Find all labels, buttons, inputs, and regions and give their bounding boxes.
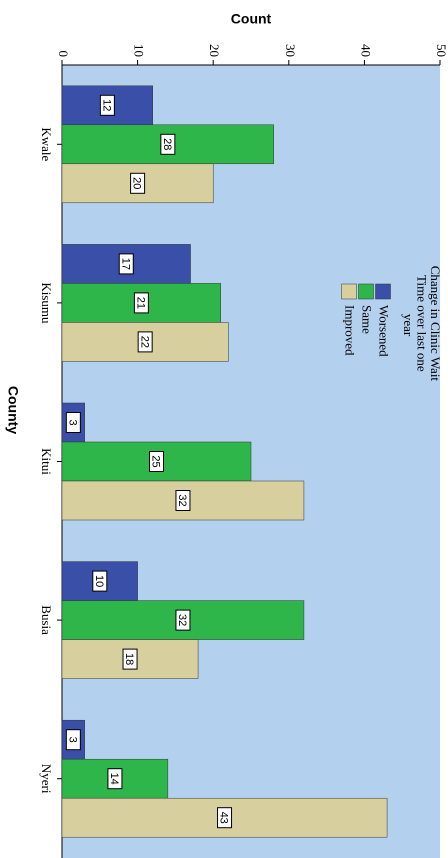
value-label: 17	[119, 258, 131, 270]
value-label: 3	[66, 419, 78, 425]
value-label-box	[118, 253, 134, 275]
y-tick-label: 50	[434, 44, 448, 57]
value-label: 14	[108, 773, 120, 785]
rotated-chart: 0 10 20 30 40 50 Count County Kwale 12 28 20 Kisumu 1…	[5, 11, 448, 858]
legend-label: Improved	[343, 305, 358, 356]
legend-swatch	[358, 283, 374, 300]
value-label-box	[65, 729, 81, 751]
value-label: 18	[123, 653, 135, 665]
value-label: 25	[150, 455, 162, 467]
value-label-box	[92, 570, 108, 592]
value-label-box	[130, 172, 146, 194]
x-tick-label: Busia	[39, 605, 54, 635]
value-label-box	[137, 331, 153, 353]
value-label: 20	[131, 177, 143, 189]
value-label-box	[160, 133, 176, 155]
legend-swatch	[341, 283, 357, 300]
value-label-box	[107, 768, 123, 790]
x-tick-label: Kitui	[39, 448, 54, 475]
value-label: 3	[66, 737, 78, 743]
y-tick-label: 20	[207, 44, 222, 57]
y-tick-label: 40	[358, 44, 373, 57]
value-label-box	[217, 807, 233, 829]
x-axis-title: County	[5, 386, 21, 434]
value-label: 10	[93, 575, 105, 587]
x-tick-label: Nyeri	[39, 764, 54, 794]
y-axis-title: Count	[231, 11, 272, 27]
value-label-box	[133, 292, 149, 314]
y-tick-label: 30	[283, 44, 298, 57]
value-label-box	[175, 490, 191, 511]
value-label-box	[99, 94, 115, 116]
value-label: 21	[134, 297, 146, 309]
legend-swatch	[375, 283, 391, 300]
value-label-box	[175, 609, 191, 631]
y-tick-label: 10	[132, 44, 147, 57]
value-label: 43	[218, 812, 230, 824]
y-tick-label: 0	[56, 51, 71, 58]
value-label-box	[149, 451, 164, 472]
value-label: 12	[100, 99, 112, 111]
legend-title: Change in Clinic Wait Time over last one…	[401, 266, 443, 385]
legend-label: Worsened	[377, 305, 392, 357]
x-tick-label: Kisumu	[39, 282, 54, 324]
value-label-box	[122, 648, 138, 670]
legend-label: Same	[360, 305, 375, 334]
value-label: 32	[176, 614, 188, 626]
value-label: 28	[161, 138, 173, 150]
value-label-box	[65, 412, 81, 433]
value-label: 22	[138, 336, 150, 348]
x-tick-label: Kwale	[39, 127, 54, 161]
value-label: 32	[176, 494, 188, 506]
